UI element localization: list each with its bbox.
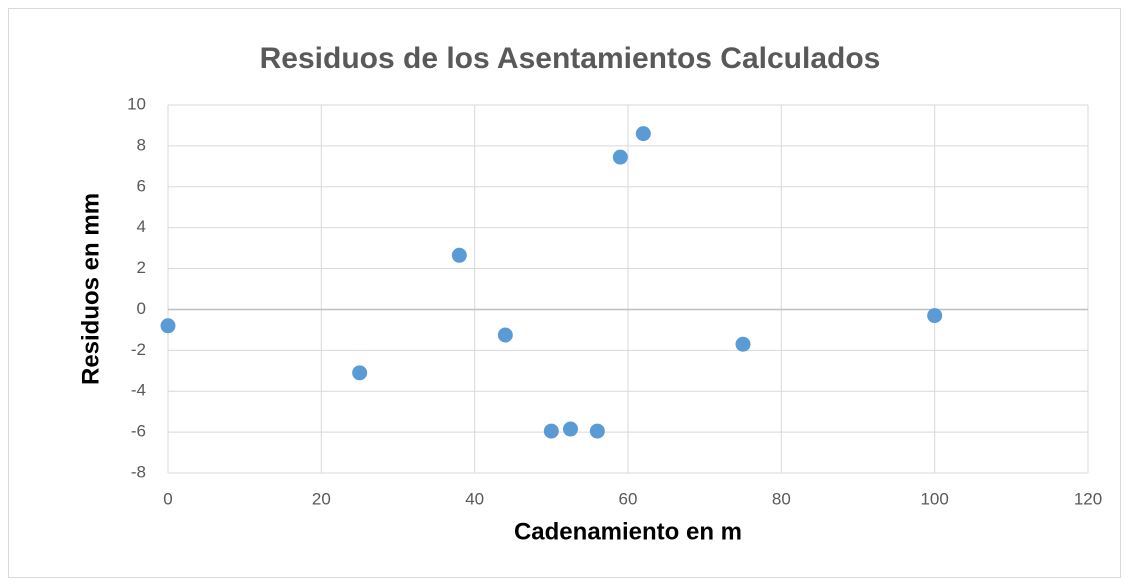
x-tick-label: 40 <box>465 489 484 508</box>
point <box>635 126 651 142</box>
point <box>451 247 467 263</box>
y-tick-label: -2 <box>131 340 146 359</box>
chart-title: Residuos de los Asentamientos Calculados <box>260 42 881 75</box>
x-tick-label: 100 <box>920 489 948 508</box>
y-tick-label: -6 <box>131 422 146 441</box>
y-tick-label: 0 <box>137 299 146 318</box>
point <box>927 308 943 324</box>
y-axis-label: Residuos en mm <box>77 193 104 385</box>
y-tick-label: 8 <box>137 135 146 154</box>
y-tick-label: 4 <box>137 217 146 236</box>
y-tick-label: 6 <box>137 176 146 195</box>
point <box>735 336 751 352</box>
point <box>589 423 605 439</box>
point <box>352 365 368 381</box>
point <box>563 421 578 437</box>
y-tick-label: 10 <box>127 94 146 113</box>
y-tick-label: -8 <box>131 462 146 481</box>
y-tick-label: 2 <box>137 258 146 277</box>
x-tick-label: 120 <box>1074 489 1102 508</box>
point <box>497 327 513 343</box>
point <box>612 149 628 165</box>
chart-frame <box>8 8 1121 578</box>
x-tick-label: 60 <box>619 489 638 508</box>
x-axis-label: Cadenamiento en m <box>514 518 742 545</box>
point <box>543 423 559 439</box>
x-tick-label: 80 <box>772 489 791 508</box>
x-tick-label: 0 <box>163 489 172 508</box>
y-tick-label: -4 <box>131 381 146 400</box>
point <box>160 318 176 334</box>
x-tick-label: 20 <box>312 489 331 508</box>
